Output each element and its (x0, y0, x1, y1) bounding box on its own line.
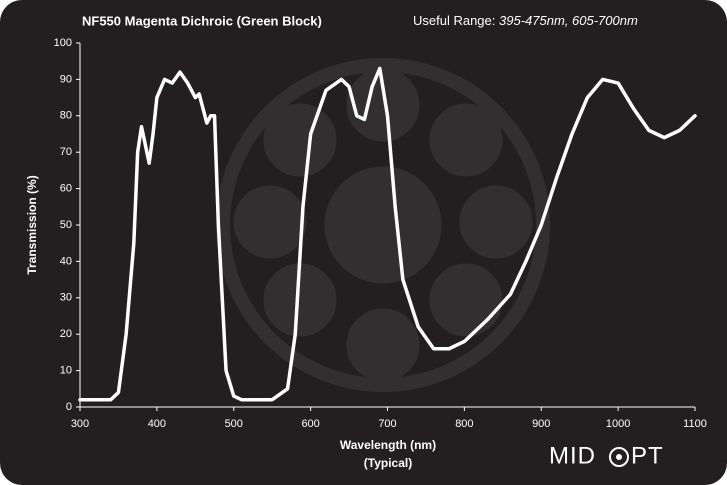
x-axis-note: (Typical) (364, 456, 412, 470)
chart: NF550 Magenta Dichroic (Green Block) Use… (0, 0, 727, 485)
x-tick-label: 500 (225, 418, 243, 430)
x-tick-label: 700 (378, 418, 396, 430)
subtitle-range: 395-475nm, 605-700nm (499, 13, 638, 28)
x-tick-label: 1000 (606, 418, 630, 430)
y-tick-label: 80 (60, 110, 72, 122)
page: NF550 Magenta Dichroic (Green Block) Use… (0, 0, 727, 485)
y-tick-label: 50 (60, 219, 72, 231)
logo-text: PT (631, 442, 664, 469)
watermark (223, 65, 543, 385)
x-tick-label: 1100 (683, 418, 707, 430)
y-tick-label: 70 (60, 146, 72, 158)
y-tick-label: 100 (54, 37, 72, 49)
y-tick-label: 90 (60, 73, 72, 85)
logo-icon-dot (616, 454, 622, 460)
logo-text: MID (549, 442, 596, 469)
x-tick-label: 800 (455, 418, 473, 430)
y-tick-label: 10 (60, 365, 72, 377)
x-tick-label: 600 (301, 418, 319, 430)
y-tick-label: 60 (60, 183, 72, 195)
y-tick-label: 40 (60, 255, 72, 267)
x-axis-label: Wavelength (nm) (340, 438, 436, 452)
x-tick-label: 900 (532, 418, 550, 430)
y-tick-label: 30 (60, 292, 72, 304)
y-tick-label: 0 (66, 401, 72, 413)
y-tick-label: 20 (60, 328, 72, 340)
subtitle-label: Useful Range: (413, 13, 495, 28)
x-tick-label: 300 (71, 418, 89, 430)
chart-title: NF550 Magenta Dichroic (Green Block) (82, 13, 322, 28)
y-axis-label: Transmission (%) (25, 175, 39, 274)
x-tick-label: 400 (148, 418, 166, 430)
subtitle: Useful Range: 395-475nm, 605-700nm (413, 13, 638, 28)
